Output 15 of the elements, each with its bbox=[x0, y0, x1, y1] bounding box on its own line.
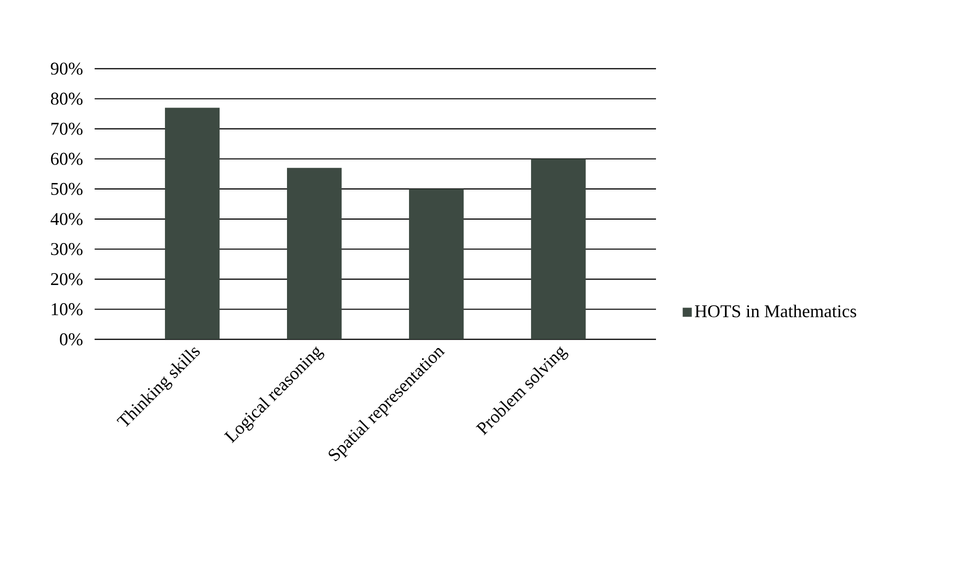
y-tick-label: 0% bbox=[60, 333, 83, 346]
bar bbox=[286, 168, 342, 340]
bar bbox=[409, 188, 464, 340]
y-tick-label: 90% bbox=[50, 62, 83, 75]
legend-label: HOTS in Mathematics bbox=[694, 304, 856, 318]
bar bbox=[164, 108, 220, 340]
y-tick-label: 70% bbox=[51, 122, 83, 135]
y-tick-label: 10% bbox=[52, 303, 83, 316]
y-tick-label: 20% bbox=[51, 273, 83, 286]
y-tick-label: 30% bbox=[51, 243, 83, 256]
y-tick-label: 50% bbox=[51, 182, 83, 196]
bar bbox=[531, 158, 586, 340]
y-tick-label: 40% bbox=[50, 212, 83, 226]
y-tick-label: 80% bbox=[50, 92, 83, 105]
y-tick-label: 60% bbox=[51, 152, 83, 165]
